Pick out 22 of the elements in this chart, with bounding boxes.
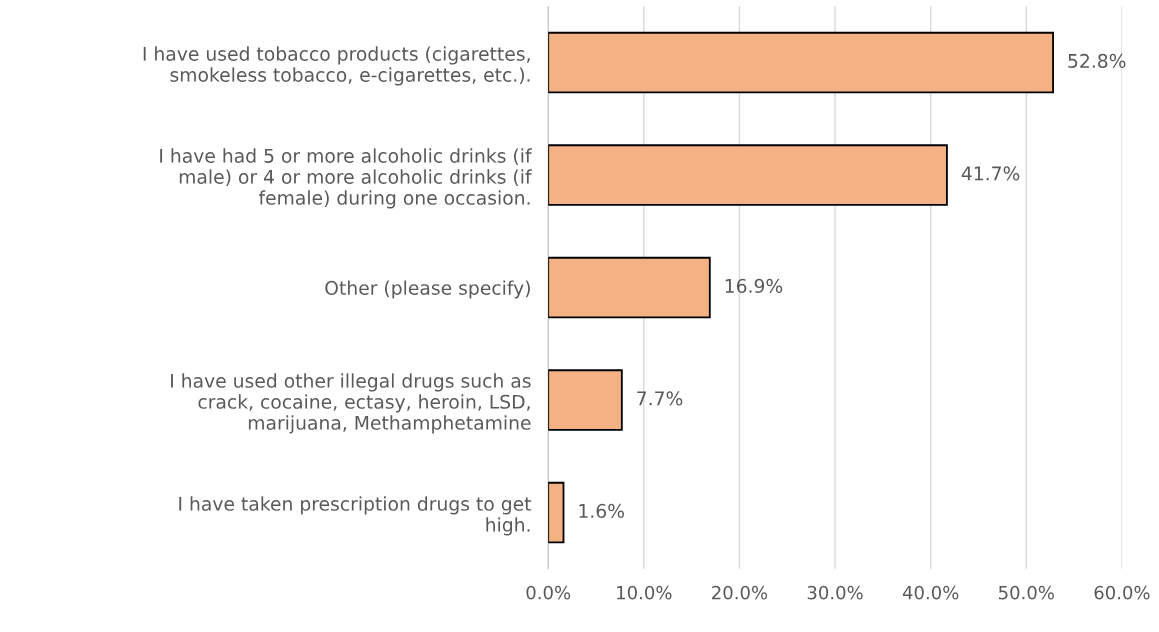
y-tick-label: I have used tobacco products (cigarettes, smokeless tobacco, e-cigarettes, etc.).: [143, 46, 530, 86]
data-label: 41.7%: [961, 166, 1020, 181]
bar: [548, 31, 1054, 94]
data-label: 1.6%: [579, 503, 624, 518]
bar: [548, 481, 565, 544]
data-label: 52.8%: [1068, 53, 1126, 69]
y-tick-label: I have used other illegal drugs such as crack, cocaine, ectasy, heroin, LSD, marijuana, Methamphetamine: [171, 373, 531, 434]
x-tick-label: 40.0%: [902, 585, 959, 600]
y-tick-label: I have taken prescription drugs to get high.: [179, 496, 532, 536]
data-label: 16.9%: [725, 278, 783, 293]
x-tick-label: 0.0%: [526, 585, 571, 600]
bar: [548, 144, 948, 206]
y-tick-label: Other (please specify): [325, 280, 530, 299]
bar: [548, 256, 711, 319]
x-tick-label: 20.0%: [712, 585, 768, 600]
bar: [548, 369, 623, 431]
x-tick-label: 30.0%: [807, 585, 863, 600]
x-tick-label: 10.0%: [617, 585, 672, 600]
x-tick-label: 60.0%: [1094, 585, 1150, 600]
y-tick-label: I have had 5 or more alcoholic drinks (if male) or 4 or more alcoholic drinks (if female) during one occasion.: [160, 148, 532, 209]
x-tick-label: 50.0%: [999, 585, 1054, 600]
data-label: 7.7%: [637, 391, 683, 406]
